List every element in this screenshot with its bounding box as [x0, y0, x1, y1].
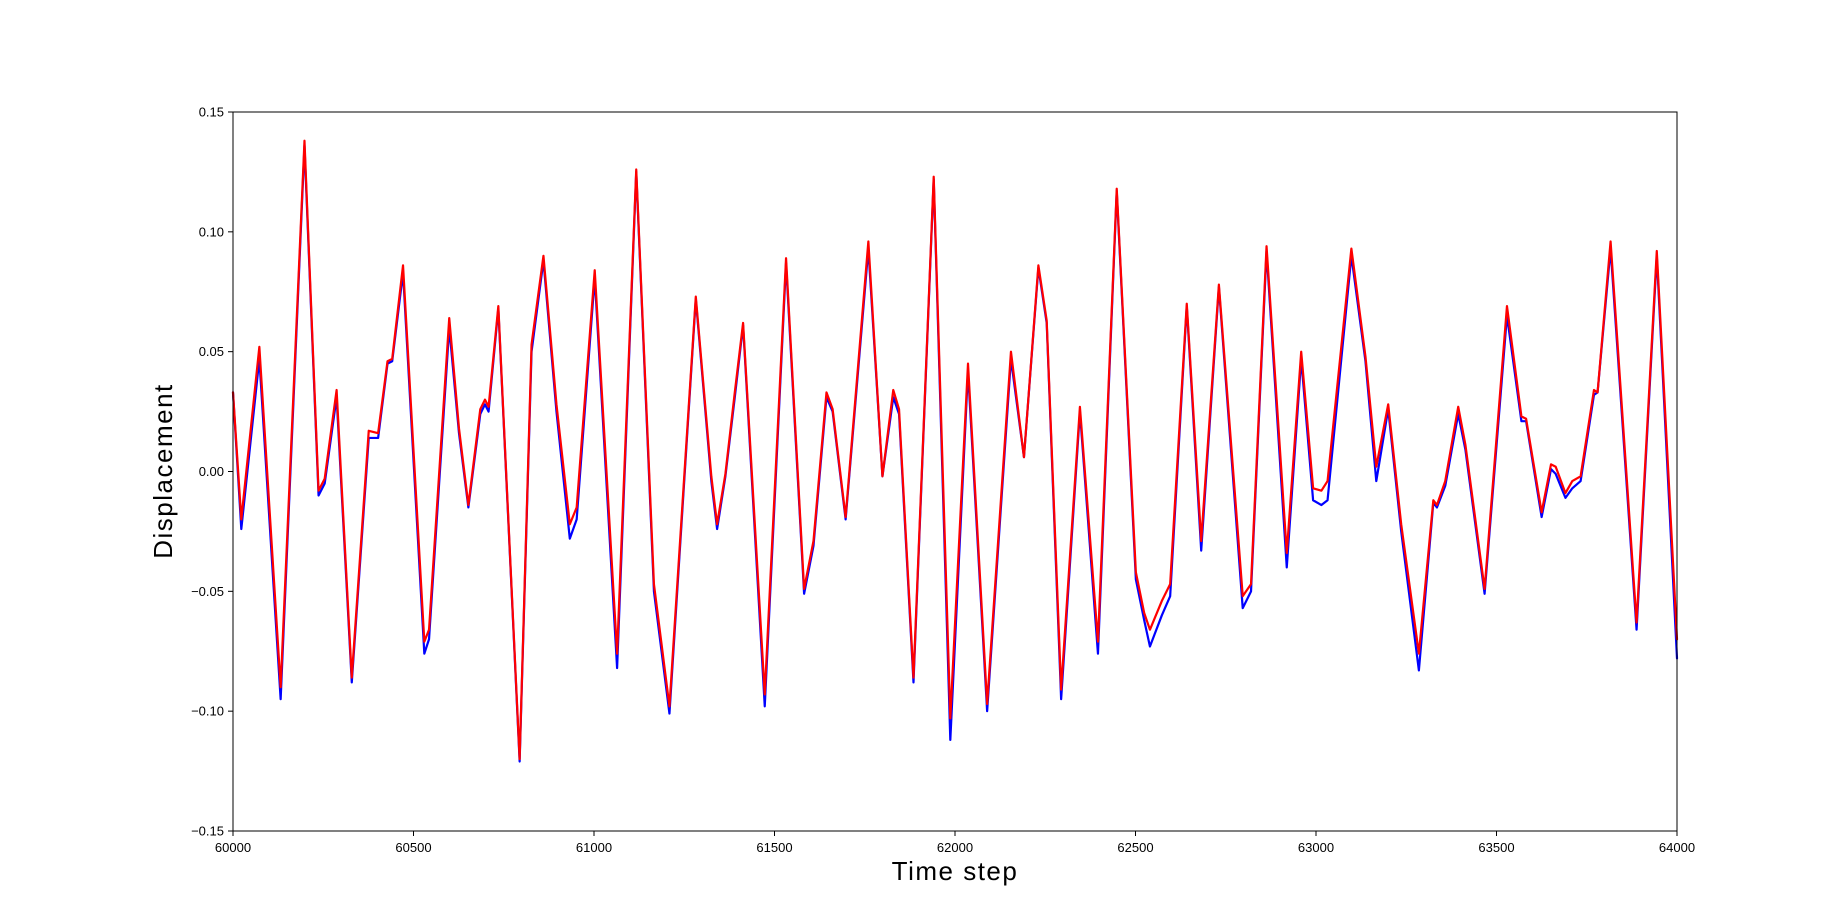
x-tick-label: 62500: [1117, 840, 1153, 855]
x-tick-label: 63000: [1298, 840, 1334, 855]
x-axis-label: Time step: [892, 856, 1019, 886]
y-tick-label: −0.15: [191, 824, 224, 839]
x-tick-label: 64000: [1659, 840, 1695, 855]
data-line: [231, 139, 1679, 761]
x-tick-label: 63500: [1478, 840, 1514, 855]
y-tick-label: 0.10: [199, 224, 224, 239]
y-tick-label: 0.00: [199, 464, 224, 479]
plot-frame: [232, 111, 1678, 832]
x-tick-label: 61000: [576, 840, 612, 855]
y-tick-label: −0.10: [191, 704, 224, 719]
x-tick-label: 60500: [395, 840, 431, 855]
y-tick-label: 0.15: [199, 105, 224, 120]
x-tick-label: 61500: [756, 840, 792, 855]
y-tick-label: −0.05: [191, 584, 224, 599]
y-tick-label: 0.05: [199, 344, 224, 359]
x-tick-label: 62000: [937, 840, 973, 855]
y-axis-label: Displacement: [148, 383, 178, 559]
x-tick-label: 60000: [215, 840, 251, 855]
